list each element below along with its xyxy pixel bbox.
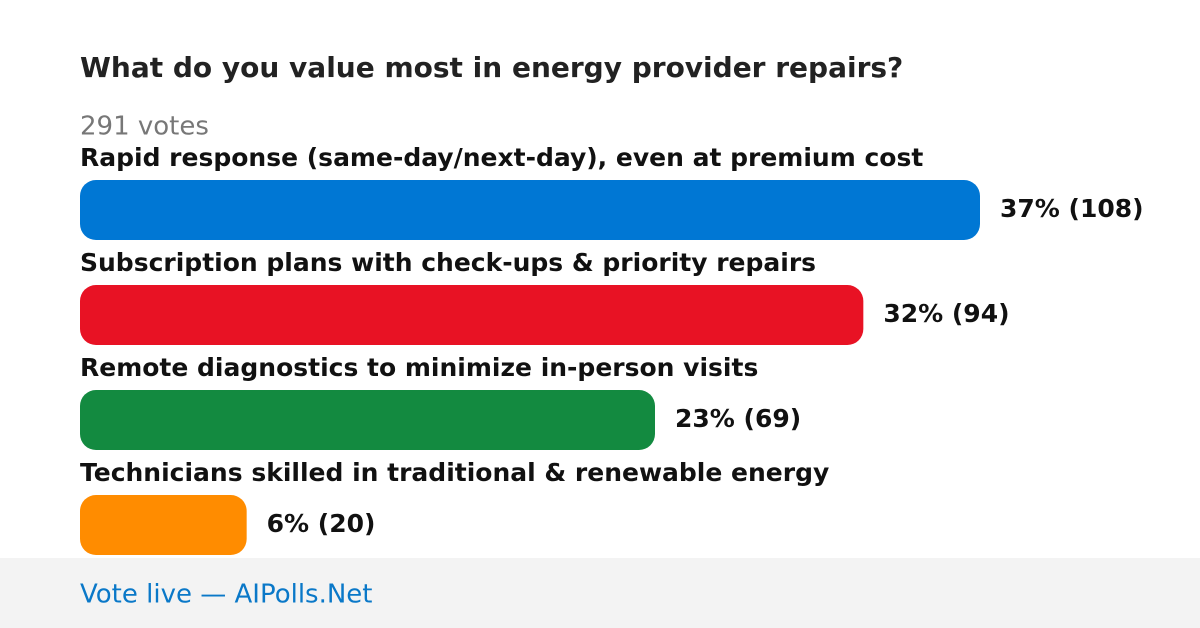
value-label: 32% (94) xyxy=(883,299,1009,328)
bar xyxy=(80,285,864,345)
value-label: 23% (69) xyxy=(675,404,801,433)
bar xyxy=(80,390,655,450)
footer-link[interactable]: Vote live — AIPolls.Net xyxy=(80,580,373,610)
option-label: Remote diagnostics to minimize in-person… xyxy=(80,353,758,382)
option-label: Subscription plans with check-ups & prio… xyxy=(80,248,816,277)
option-label: Technicians skilled in traditional & ren… xyxy=(80,458,829,487)
bar xyxy=(80,180,980,240)
value-label: 6% (20) xyxy=(267,509,376,538)
bar xyxy=(80,495,247,555)
option-label: Rapid response (same-day/next-day), even… xyxy=(80,143,923,172)
vote-count: 291 votes xyxy=(80,112,209,142)
footer-bar xyxy=(0,558,1200,628)
value-label: 37% (108) xyxy=(1000,194,1144,223)
poll-title: What do you value most in energy provide… xyxy=(80,51,903,84)
